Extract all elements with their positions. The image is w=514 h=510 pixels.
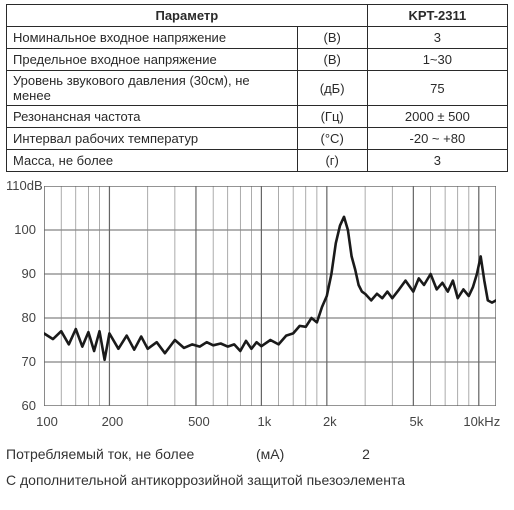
x-axis-label: 500 <box>176 414 222 429</box>
param-unit: (В) <box>297 27 367 49</box>
table-header-param: Параметр <box>7 5 368 27</box>
x-axis-label: 100 <box>24 414 70 429</box>
y-axis-label: 60 <box>6 398 36 413</box>
param-value: 3 <box>367 27 507 49</box>
param-unit: (г) <box>297 150 367 172</box>
x-axis-label: 200 <box>89 414 135 429</box>
table-row: Резонансная частота(Гц)2000 ± 500 <box>7 106 508 128</box>
spec-table: Параметр KPT-2311 Номинальное входное на… <box>6 4 508 172</box>
param-label: Интервал рабочих температур <box>7 128 298 150</box>
param-label: Масса, не более <box>7 150 298 172</box>
frequency-response-chart: 110dB 60 70 80 90 100 100 200 500 1k 2k 5k 10kHz <box>6 180 504 440</box>
x-axis-label: 5k <box>393 414 439 429</box>
y-axis-label: 70 <box>6 354 36 369</box>
y-axis-label: 100 <box>6 222 36 237</box>
y-axis-label: 90 <box>6 266 36 281</box>
table-header-model: KPT-2311 <box>367 5 507 27</box>
table-row: Предельное входное напряжение(В)1~30 <box>7 49 508 71</box>
param-value: 75 <box>367 71 507 106</box>
param-unit: (дБ) <box>297 71 367 106</box>
footer-param-row: Потребляемый ток, не более (мА) 2 <box>6 446 508 462</box>
param-label: Резонансная частота <box>7 106 298 128</box>
footer-param-label: Потребляемый ток, не более <box>6 446 256 462</box>
x-axis-label: 1k <box>241 414 287 429</box>
param-label: Предельное входное напряжение <box>7 49 298 71</box>
param-unit: (В) <box>297 49 367 71</box>
table-row: Масса, не более(г)3 <box>7 150 508 172</box>
param-label: Уровень звукового давления (30см), не ме… <box>7 71 298 106</box>
param-label: Номинальное входное напряжение <box>7 27 298 49</box>
param-value: 3 <box>367 150 507 172</box>
footer-param-unit: (мА) <box>256 446 336 462</box>
param-value: 2000 ± 500 <box>367 106 507 128</box>
x-axis-label: 2k <box>307 414 353 429</box>
param-unit: (Гц) <box>297 106 367 128</box>
table-row: Номинальное входное напряжение(В)3 <box>7 27 508 49</box>
param-unit: (°C) <box>297 128 367 150</box>
footer-note: С дополнительной антикоррозийной защитой… <box>6 472 508 488</box>
y-axis-label: 110dB <box>6 178 42 193</box>
param-value: -20 ~ +80 <box>367 128 507 150</box>
table-row: Интервал рабочих температур(°C)-20 ~ +80 <box>7 128 508 150</box>
footer-param-value: 2 <box>336 446 396 462</box>
param-value: 1~30 <box>367 49 507 71</box>
table-row: Уровень звукового давления (30см), не ме… <box>7 71 508 106</box>
y-axis-label: 80 <box>6 310 36 325</box>
x-axis-label: 10kHz <box>459 414 505 429</box>
